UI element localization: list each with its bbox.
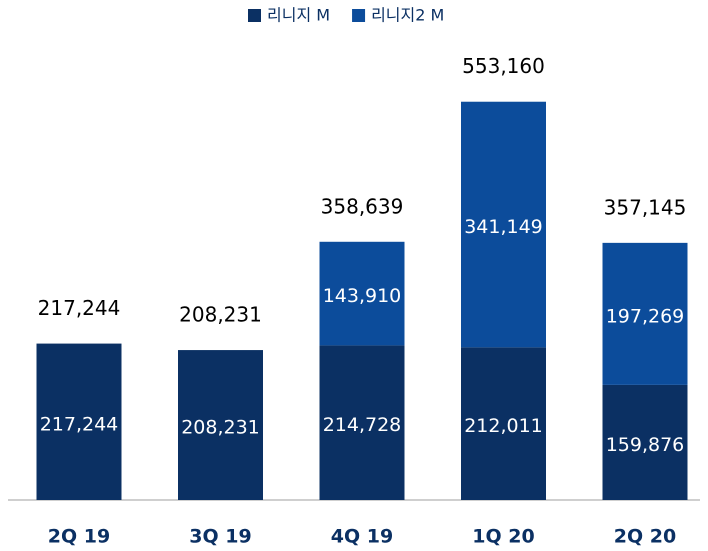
x-tick-label: 2Q 20: [614, 526, 676, 548]
legend-label: 리니지2 M: [371, 6, 444, 25]
bar-segment: [319, 241, 405, 346]
total-label: 217,244: [38, 296, 121, 320]
bar-segment: [602, 384, 688, 500]
bar-segment: [319, 345, 405, 500]
total-label: 357,145: [604, 195, 687, 219]
segment-label: 341,149: [464, 216, 543, 238]
legend-label: 리니지 M: [267, 6, 330, 25]
x-tick-label: 4Q 19: [331, 526, 393, 548]
bar-segment: [602, 242, 688, 385]
bar-segment: [461, 101, 546, 348]
bar-segment: [178, 350, 263, 500]
legend-swatch: [352, 9, 366, 22]
total-label: 358,639: [321, 194, 404, 218]
total-label: 553,160: [462, 54, 545, 78]
segment-label: 208,231: [181, 417, 260, 439]
x-tick-label: 3Q 19: [189, 526, 251, 548]
segment-label: 143,910: [323, 285, 402, 307]
segment-label: 159,876: [606, 434, 685, 456]
bar-segment: [36, 343, 122, 500]
x-tick-label: 2Q 19: [48, 526, 110, 548]
segment-label: 217,244: [40, 413, 119, 435]
x-tick-label: 1Q 20: [472, 526, 534, 548]
bar-segment: [461, 347, 546, 500]
segment-label: 214,728: [323, 414, 402, 436]
segment-label: 212,011: [464, 415, 543, 437]
legend-swatch: [248, 9, 261, 22]
segment-label: 197,269: [606, 305, 685, 327]
total-label: 208,231: [179, 303, 262, 327]
